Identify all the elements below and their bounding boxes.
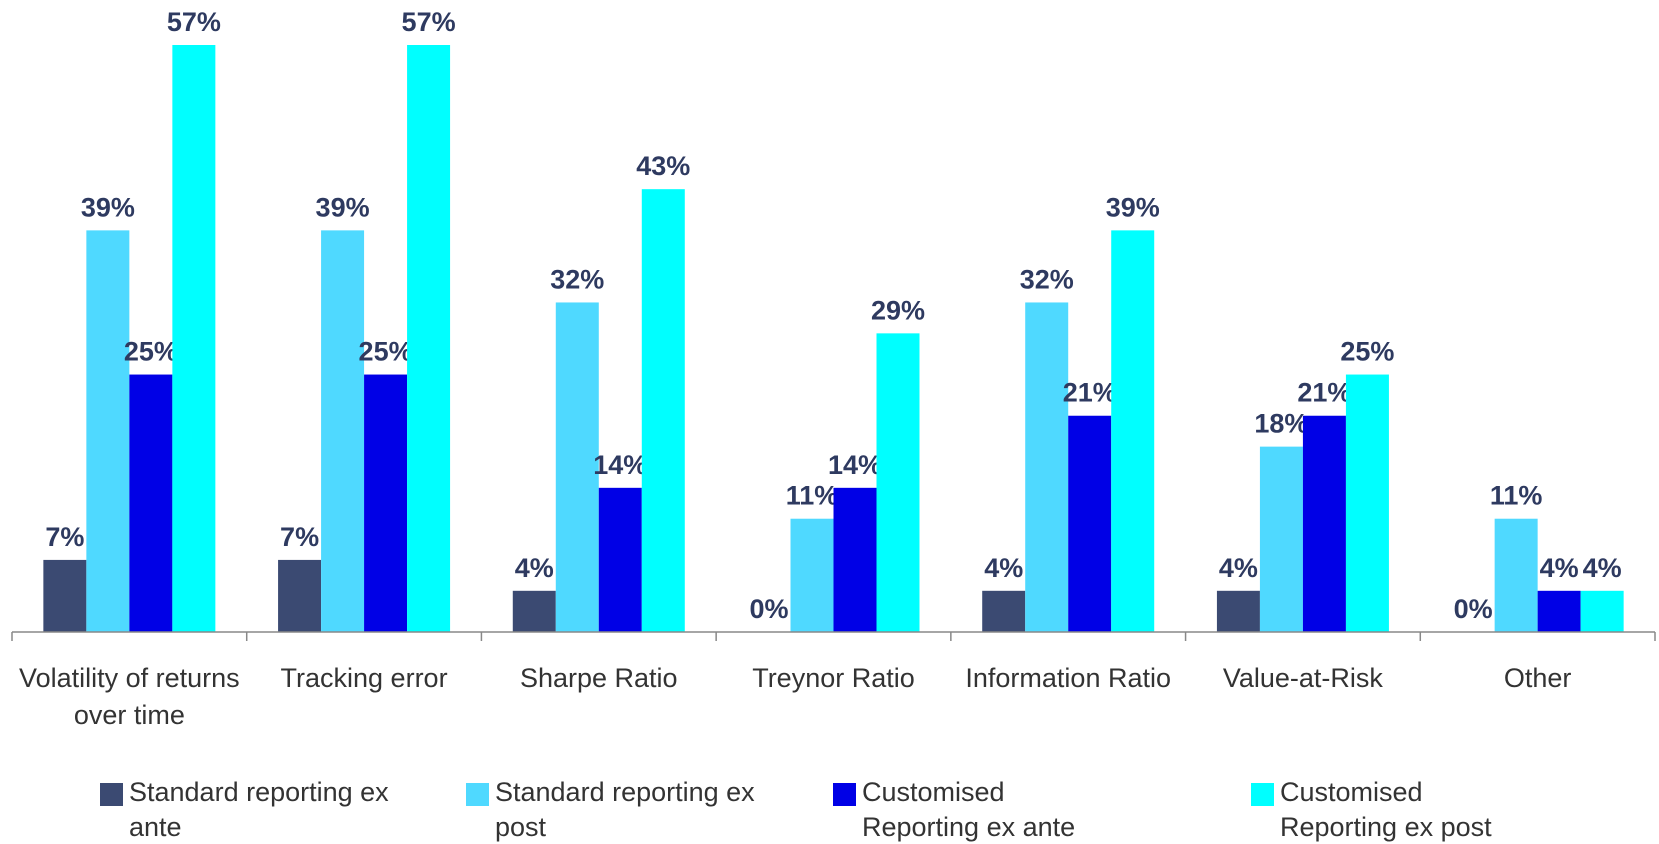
bar: [1216, 590, 1260, 632]
bar: [1111, 230, 1155, 633]
value-label: 11%: [1490, 481, 1543, 511]
bar: [172, 45, 216, 632]
x-tick-label: Sharpe Ratio: [519, 663, 678, 693]
bar: [1025, 302, 1069, 632]
value-label: 32%: [1020, 264, 1074, 294]
bar: [641, 189, 685, 632]
value-label: 4%: [1583, 553, 1622, 583]
legend-label: Standard reporting ex post: [495, 777, 755, 842]
bar: [876, 333, 920, 632]
value-label: 57%: [167, 7, 221, 37]
value-label: 32%: [550, 264, 604, 294]
value-label: 4%: [515, 553, 554, 583]
value-label: 4%: [1219, 553, 1258, 583]
bar: [1259, 446, 1303, 632]
bar: [1345, 374, 1389, 632]
bar: [1494, 518, 1538, 632]
legend-swatch: [100, 783, 123, 806]
legend-label: Standard reporting ex ante: [129, 777, 389, 842]
value-label: 11%: [786, 481, 839, 511]
value-label: 14%: [593, 450, 647, 480]
legend-swatch: [833, 783, 856, 806]
bar: [982, 590, 1026, 632]
bar: [833, 487, 877, 632]
x-tick-label: Tracking error: [280, 663, 448, 693]
value-label: 7%: [280, 522, 319, 552]
legend-label: Customised Reporting ex ante: [862, 777, 1076, 842]
value-label: 25%: [359, 337, 413, 367]
value-label: 21%: [1297, 378, 1351, 408]
value-label: 21%: [1063, 378, 1117, 408]
value-label: 29%: [871, 295, 925, 325]
value-label: 43%: [636, 151, 690, 181]
value-label: 39%: [81, 192, 135, 222]
value-label: 4%: [1540, 553, 1579, 583]
legend-swatch: [1251, 783, 1274, 806]
bar: [407, 45, 451, 632]
bar: [364, 374, 408, 632]
value-label: 25%: [1340, 337, 1394, 367]
bar: [1537, 590, 1581, 632]
value-label: 0%: [1454, 594, 1493, 624]
value-label: 0%: [749, 594, 788, 624]
bar: [86, 230, 130, 633]
x-tick-label: Treynor Ratio: [752, 663, 915, 693]
bar: [129, 374, 173, 632]
x-tick-label: Value-at-Risk: [1222, 663, 1383, 693]
bar: [321, 230, 365, 633]
value-label: 25%: [124, 337, 178, 367]
value-label: 18%: [1254, 409, 1308, 439]
bar: [43, 559, 87, 632]
value-label: 39%: [316, 192, 370, 222]
value-label: 57%: [402, 7, 456, 37]
x-tick-label: Other: [1503, 663, 1572, 693]
bar: [512, 590, 556, 632]
bar: [555, 302, 599, 632]
x-tick-label: Volatility of returns over time: [19, 663, 240, 730]
bar: [1302, 415, 1346, 632]
bar: [790, 518, 834, 632]
value-label: 7%: [45, 522, 84, 552]
bar: [1068, 415, 1112, 632]
bar: [598, 487, 642, 632]
x-tick-label: Information Ratio: [965, 663, 1171, 693]
bar: [278, 559, 322, 632]
bar: [1580, 590, 1624, 632]
legend-label: Customised Reporting ex post: [1280, 777, 1492, 842]
value-label: 14%: [828, 450, 882, 480]
value-label: 4%: [984, 553, 1023, 583]
legend-swatch: [466, 783, 489, 806]
value-label: 39%: [1106, 192, 1160, 222]
